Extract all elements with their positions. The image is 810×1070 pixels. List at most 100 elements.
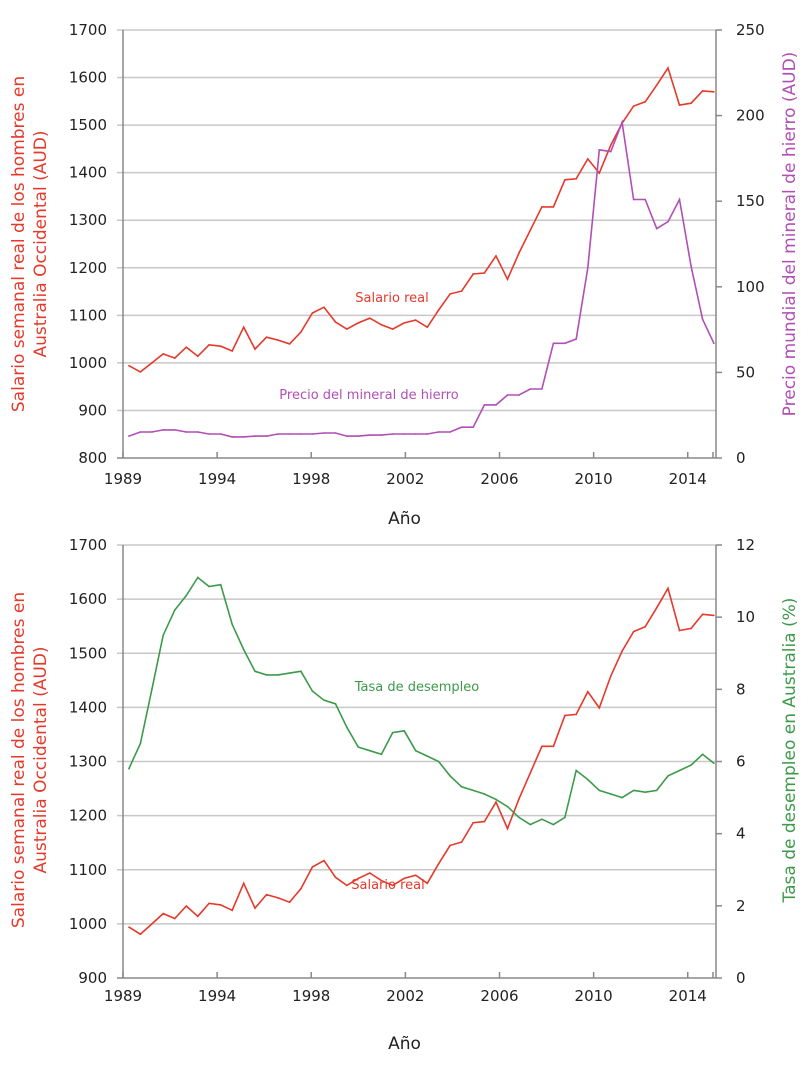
data-point-wage: [254, 907, 256, 909]
data-point-wage: [334, 321, 337, 323]
data-point-wage: [460, 841, 463, 843]
data-point-wage: [460, 290, 463, 292]
data-point-unemployment: [173, 609, 176, 611]
y-right-tick-label: 100: [736, 278, 765, 296]
data-point-wage: [518, 798, 520, 800]
data-point-wage: [713, 91, 715, 93]
data-point-wage: [529, 772, 532, 774]
data-point-wage: [391, 884, 394, 887]
data-point-wage: [667, 587, 669, 590]
data-point-iron: [598, 149, 601, 151]
data-point-wage: [380, 324, 383, 326]
data-point-unemployment: [311, 690, 314, 692]
data-point-wage: [219, 345, 222, 348]
data-point-wage: [311, 312, 314, 314]
y-right-tick-label: 10: [736, 608, 755, 626]
data-point-iron: [690, 265, 692, 268]
data-point-wage: [231, 909, 233, 912]
y-tick-label: 1100: [69, 306, 107, 324]
data-point-unemployment: [667, 775, 669, 777]
data-point-iron: [288, 433, 291, 435]
data-point-iron: [323, 432, 325, 434]
data-point-wage: [173, 357, 176, 359]
data-point-unemployment: [369, 749, 371, 752]
data-point-unemployment: [151, 688, 153, 691]
x-axis-title: Año: [388, 1034, 421, 1054]
y-tick-label: 1600: [69, 590, 107, 608]
data-point-iron: [610, 150, 612, 153]
y-right-tick-label: 6: [736, 753, 746, 771]
data-point-wage: [632, 630, 635, 633]
data-point-wage: [426, 882, 429, 885]
data-point-unemployment: [541, 818, 543, 821]
data-point-wage: [277, 339, 279, 341]
y-tick-label: 1200: [69, 259, 107, 277]
chart-1: 800 900 1000 1100 1200 1300 1400 1500 1600 1700 0 5…: [9, 21, 800, 529]
data-point-wage: [128, 364, 130, 367]
data-point-iron: [231, 436, 233, 438]
y-tick-label: 1400: [69, 698, 107, 716]
data-point-iron: [518, 394, 520, 396]
data-point-iron: [552, 342, 555, 345]
x-tick-label: 1998: [292, 987, 330, 1005]
data-point-wage: [495, 255, 497, 257]
data-point-wage: [690, 627, 692, 630]
data-point-wage: [391, 328, 394, 330]
data-point-wage: [610, 144, 612, 146]
y-right-tick-label: 200: [736, 107, 765, 125]
data-point-unemployment: [610, 793, 612, 795]
data-point-iron: [265, 435, 268, 437]
y-tick-label: 1300: [69, 753, 107, 771]
data-point-wage: [369, 317, 371, 319]
data-point-wage: [621, 650, 623, 652]
data-point-unemployment: [231, 623, 233, 626]
data-point-wage: [483, 820, 486, 823]
data-point-unemployment: [139, 742, 142, 745]
y-tick-label: 1100: [69, 861, 107, 879]
data-point-iron: [678, 198, 681, 201]
data-point-wage: [564, 714, 566, 717]
data-point-wage: [541, 745, 543, 748]
data-point-wage: [334, 876, 337, 879]
y-axis-title-left: Australia Occidental (AUD): [31, 130, 51, 357]
y-axis-title-left: Salario semanal real de los hombres en: [9, 592, 29, 928]
data-point-wage: [506, 827, 509, 830]
data-point-wage: [311, 866, 314, 868]
x-tick-label: 1994: [198, 987, 236, 1005]
data-point-iron: [380, 434, 383, 436]
data-point-unemployment: [644, 791, 646, 793]
data-point-unemployment: [518, 816, 520, 819]
data-point-wage: [162, 912, 165, 915]
data-point-wage: [575, 713, 578, 716]
y-tick-label: 1600: [69, 69, 107, 87]
y-right-tick-label: 8: [736, 680, 746, 698]
data-point-wage: [529, 229, 532, 232]
data-point-unemployment: [403, 730, 406, 732]
data-point-wage: [472, 821, 474, 824]
data-point-iron: [414, 433, 417, 435]
series-label: Salario real: [355, 291, 428, 306]
x-tick-label: 2014: [669, 470, 707, 488]
data-point-iron: [128, 435, 130, 437]
data-point-unemployment: [472, 789, 474, 792]
data-point-iron: [197, 431, 199, 433]
data-point-wage: [197, 915, 199, 918]
x-tick-label: 1994: [198, 470, 236, 488]
data-point-unemployment: [701, 753, 704, 756]
data-point-iron: [426, 433, 429, 435]
data-point-wage: [506, 278, 509, 280]
y-right-tick-label: 0: [736, 969, 746, 987]
data-point-wage: [690, 102, 692, 105]
data-point-wage: [552, 206, 555, 208]
y-tick-label: 900: [78, 969, 107, 987]
data-point-iron: [655, 227, 658, 230]
data-point-wage: [644, 101, 646, 103]
y-right-tick-label: 250: [736, 21, 765, 39]
data-point-wage: [162, 353, 165, 355]
series-line-wage: [128, 586, 714, 936]
data-point-unemployment: [323, 699, 325, 701]
data-point-wage: [288, 343, 291, 345]
y-right-tick-label: 4: [736, 825, 746, 843]
data-point-unemployment: [334, 702, 337, 705]
